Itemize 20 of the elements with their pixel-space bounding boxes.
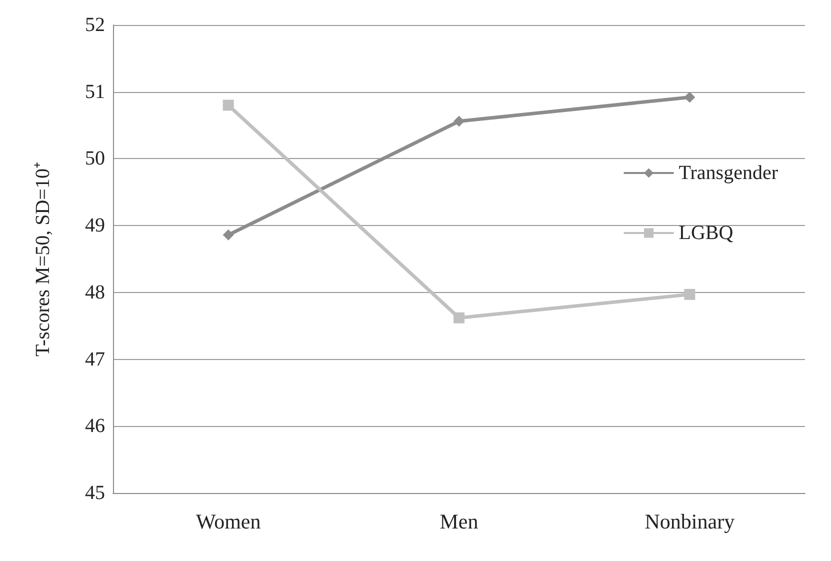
- x-tick-label: Women: [196, 510, 262, 534]
- y-tick-label: 47: [85, 348, 105, 370]
- point: [684, 92, 696, 103]
- legend-label: LGBQ: [678, 222, 734, 244]
- y-tick-label: 51: [85, 80, 105, 103]
- point: [222, 100, 234, 111]
- y-tick-label: 49: [85, 214, 105, 237]
- point: [454, 116, 464, 127]
- x-tick-label: Men: [440, 510, 479, 534]
- y-axis-title: T-scores M=50, SD=10⁺: [32, 162, 54, 356]
- y-tick-label: 50: [85, 148, 105, 170]
- y-tick-label: 48: [85, 281, 105, 304]
- y-tick-label: 46: [85, 415, 105, 438]
- x-tick-label: Nonbinary: [644, 510, 736, 534]
- y-tick-label: 45: [85, 482, 105, 504]
- y-tick-label: 52: [85, 14, 105, 36]
- point: [222, 229, 234, 240]
- legend-label: Transgender: [678, 162, 778, 184]
- point: [684, 288, 696, 300]
- point: [454, 312, 464, 324]
